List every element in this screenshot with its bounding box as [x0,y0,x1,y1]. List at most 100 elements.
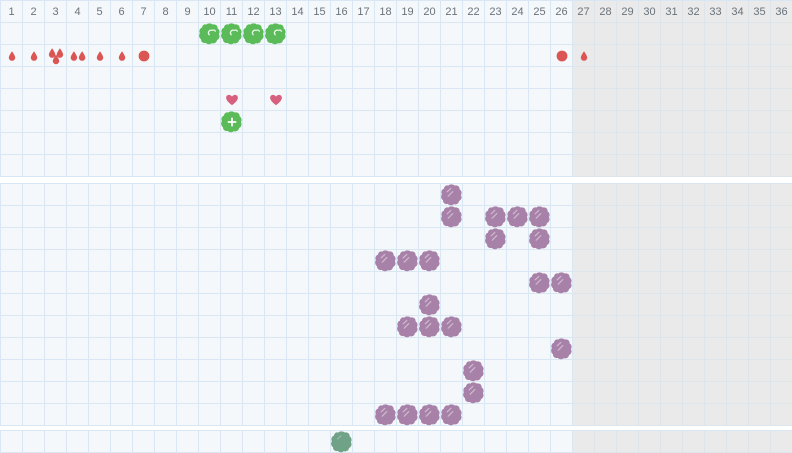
day-cell[interactable] [45,228,67,250]
day-cell[interactable] [727,23,749,45]
day-cell[interactable] [45,338,67,360]
day-cell[interactable] [111,133,133,155]
day-cell[interactable] [23,338,45,360]
day-cell[interactable] [683,206,705,228]
day-cell[interactable] [287,294,309,316]
day-cell[interactable] [133,228,155,250]
day-cell[interactable] [463,272,485,294]
day-cell[interactable] [243,184,265,206]
day-cell[interactable] [111,23,133,45]
day-cell[interactable] [353,294,375,316]
day-cell[interactable] [441,23,463,45]
day-cell[interactable] [177,360,199,382]
day-cell[interactable] [551,250,573,272]
day-cell[interactable] [639,89,661,111]
day-cell[interactable] [551,404,573,426]
day-cell[interactable] [397,184,419,206]
day-cell[interactable] [573,133,595,155]
day-cell[interactable] [23,111,45,133]
day-cell[interactable] [67,133,89,155]
day-cell[interactable] [67,111,89,133]
day-cell[interactable] [705,206,727,228]
day-cell[interactable] [529,228,551,250]
day-cell[interactable] [45,206,67,228]
day-cell[interactable] [639,184,661,206]
day-cell[interactable] [749,184,771,206]
day-cell[interactable] [221,45,243,67]
day-cell[interactable] [23,404,45,426]
day-cell[interactable] [507,133,529,155]
day-cell[interactable] [177,45,199,67]
day-cell[interactable] [727,206,749,228]
day-cell[interactable] [419,184,441,206]
day-cell[interactable] [661,431,683,453]
day-cell[interactable] [661,294,683,316]
day-cell[interactable] [155,360,177,382]
day-cell[interactable] [419,338,441,360]
day-cell[interactable] [375,431,397,453]
day-cell[interactable] [551,338,573,360]
day-cell[interactable] [419,111,441,133]
day-cell[interactable] [133,133,155,155]
day-cell[interactable] [551,228,573,250]
day-cell[interactable] [485,23,507,45]
day-cell[interactable] [749,382,771,404]
day-cell[interactable] [485,272,507,294]
day-cell[interactable] [221,316,243,338]
day-cell[interactable] [727,45,749,67]
day-cell[interactable] [331,316,353,338]
day-cell[interactable] [309,155,331,177]
day-cell[interactable] [485,431,507,453]
day-cell[interactable] [595,228,617,250]
day-cell[interactable] [111,360,133,382]
day-cell[interactable] [573,228,595,250]
day-cell[interactable] [727,89,749,111]
day-cell[interactable] [199,89,221,111]
day-cell[interactable] [617,111,639,133]
day-cell[interactable] [67,338,89,360]
day-cell[interactable] [67,431,89,453]
day-cell[interactable] [683,316,705,338]
day-cell[interactable] [221,382,243,404]
day-cell[interactable] [661,133,683,155]
day-cell[interactable] [507,228,529,250]
day-cell[interactable] [749,404,771,426]
day-cell[interactable] [221,133,243,155]
day-cell[interactable] [551,155,573,177]
day-cell[interactable] [397,404,419,426]
day-cell[interactable] [243,431,265,453]
day-cell[interactable] [397,272,419,294]
day-cell[interactable] [23,272,45,294]
day-cell[interactable] [507,272,529,294]
day-cell[interactable] [177,316,199,338]
day-cell[interactable] [45,294,67,316]
day-cell[interactable] [639,133,661,155]
day-cell[interactable] [199,133,221,155]
day-cell[interactable] [441,316,463,338]
day-cell[interactable] [23,431,45,453]
day-cell[interactable] [45,250,67,272]
day-cell[interactable] [551,431,573,453]
day-cell[interactable] [309,228,331,250]
day-cell[interactable] [617,250,639,272]
day-cell[interactable] [397,360,419,382]
day-cell[interactable] [265,250,287,272]
day-cell[interactable] [397,250,419,272]
day-cell[interactable] [463,250,485,272]
day-cell[interactable] [265,184,287,206]
day-cell[interactable] [133,404,155,426]
day-cell[interactable] [155,155,177,177]
day-cell[interactable] [485,316,507,338]
day-cell[interactable] [89,338,111,360]
day-cell[interactable] [529,45,551,67]
day-cell[interactable] [111,206,133,228]
day-cell[interactable] [89,316,111,338]
day-cell[interactable] [331,184,353,206]
day-cell[interactable] [397,133,419,155]
day-cell[interactable] [771,250,792,272]
day-cell[interactable] [573,45,595,67]
day-cell[interactable] [595,133,617,155]
day-cell[interactable] [397,67,419,89]
day-cell[interactable] [221,250,243,272]
day-cell[interactable] [573,316,595,338]
